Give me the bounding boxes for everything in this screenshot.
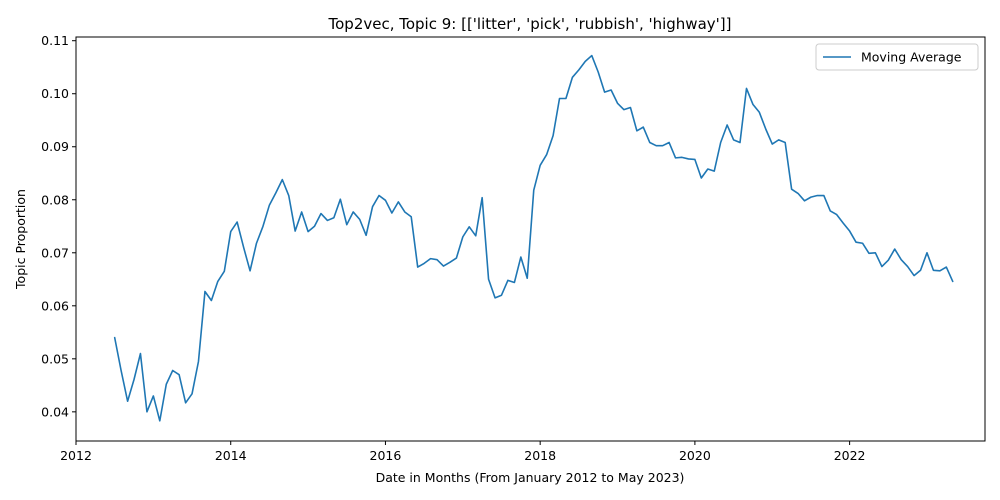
x-axis: 2012 2014 2016 2018 2020 2022 (60, 441, 866, 463)
legend: Moving Average (815, 43, 979, 71)
y-tick-label: 0.10 (41, 86, 69, 101)
plot-frame (75, 36, 986, 442)
plot-area (75, 36, 986, 442)
x-tick-label: 2022 (834, 448, 866, 463)
y-tick-label: 0.04 (41, 404, 69, 419)
x-tick-label: 2016 (370, 448, 402, 463)
series-line-moving-average (113, 54, 954, 422)
y-tick-label: 0.11 (41, 33, 69, 48)
x-tick-label: 2014 (215, 448, 247, 463)
x-tick-label: 2018 (524, 448, 556, 463)
series-layer (113, 54, 954, 422)
y-tick-label: 0.07 (41, 245, 69, 260)
y-tick-label: 0.05 (41, 351, 69, 366)
y-tick-label: 0.08 (41, 192, 69, 207)
x-axis-title: Date in Months (From January 2012 to May… (376, 470, 685, 485)
y-tick-label: 0.09 (41, 139, 69, 154)
x-tick-label: 2020 (679, 448, 711, 463)
y-tick-label: 0.06 (41, 298, 69, 313)
legend-label: Moving Average (861, 50, 962, 65)
legend-box (815, 43, 979, 71)
y-axis: 0.04 0.05 0.06 0.07 0.08 0.09 0.10 0.11 (41, 33, 76, 419)
x-tick-label: 2012 (60, 448, 92, 463)
y-axis-title: Topic Proportion (13, 189, 28, 290)
chart-title: Top2vec, Topic 9: [['litter', 'pick', 'r… (328, 15, 732, 33)
